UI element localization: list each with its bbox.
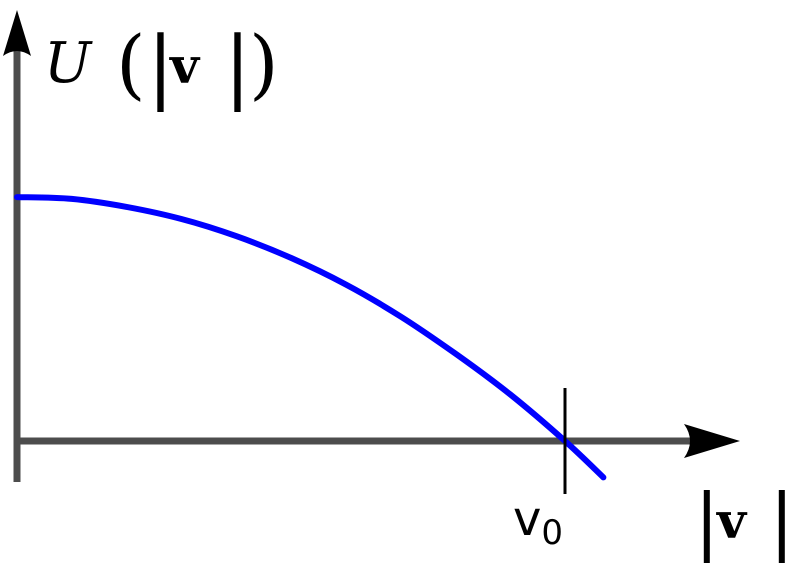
xlabel-bar-right: |: [769, 477, 789, 563]
tick-label-subscript: 0: [541, 513, 563, 553]
ylabel-bar-right: |: [224, 19, 251, 112]
ylabel-close-paren: ): [249, 19, 279, 108]
xlabel-bar-left: |: [694, 477, 720, 563]
ylabel-var: v: [169, 36, 201, 95]
tick-label-base: v: [513, 491, 541, 547]
x-axis-arrowhead: [684, 424, 740, 458]
v0-tick-label: v0: [513, 491, 563, 553]
x-axis-label: | v |: [694, 477, 789, 563]
ylabel-open-paren: (: [116, 19, 146, 108]
ylabel-bar-left: |: [147, 19, 174, 112]
xlabel-var: v: [716, 491, 748, 550]
y-axis-label: U ( | v | ): [44, 19, 279, 112]
y-axis-arrowhead: [3, 10, 31, 56]
series-curve: [14, 194, 607, 481]
ylabel-function: U: [44, 31, 93, 96]
